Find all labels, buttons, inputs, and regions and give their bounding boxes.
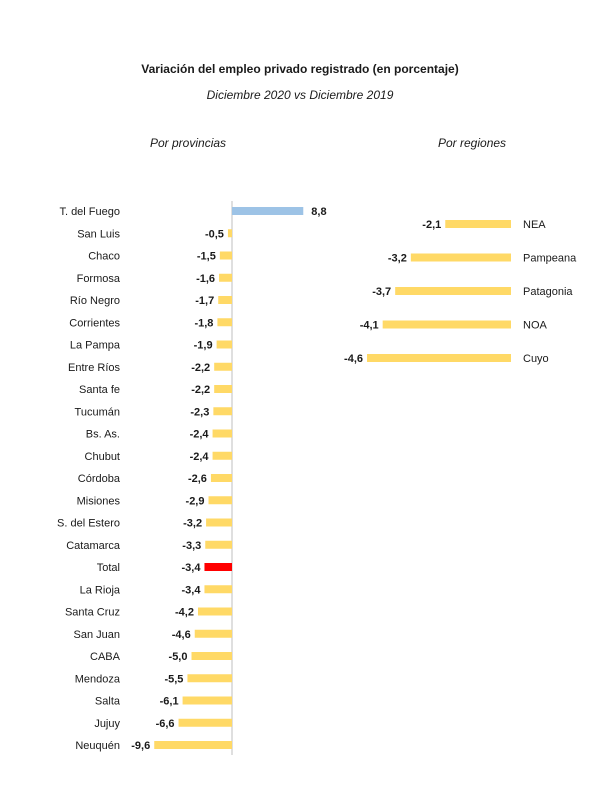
- region-bar: [367, 354, 511, 362]
- province-label: Jujuy: [94, 718, 120, 730]
- province-bar: [197, 607, 232, 616]
- province-label: La Rioja: [80, 584, 121, 596]
- regions-bar-chart: NEA -2,1 Pampeana -3,2 Patagonia -3,7 NOA -4,1 C…: [344, 219, 577, 365]
- province-value-label: -4,6: [172, 629, 191, 641]
- province-value-label: 8,8: [311, 206, 326, 218]
- province-label: Corrientes: [69, 317, 120, 329]
- province-label: Tucumán: [75, 406, 120, 418]
- province-bar: [214, 385, 232, 393]
- province-value-label: -5,0: [169, 651, 188, 663]
- province-bar: [154, 741, 232, 749]
- province-bar: [218, 296, 232, 304]
- province-label: San Luis: [77, 228, 120, 240]
- province-label: Santa Cruz: [65, 607, 120, 619]
- provinces-bar-chart: T. del Fuego 8,8 San Luis -0,5 Chaco -1,5 Form…: [57, 201, 327, 755]
- region-bar: [410, 253, 511, 262]
- province-bar: [217, 318, 232, 327]
- province-label: San Juan: [74, 629, 120, 641]
- province-bar: [212, 429, 232, 438]
- province-bar: [216, 340, 232, 349]
- province-bar: [187, 674, 232, 683]
- region-value-label: -4,1: [360, 320, 379, 332]
- province-value-label: -1,7: [195, 295, 214, 307]
- province-bar: [191, 652, 232, 660]
- province-value-label: -2,3: [190, 406, 209, 418]
- region-value-label: -2,1: [422, 219, 441, 231]
- province-value-label: -2,4: [190, 429, 210, 441]
- province-bar: [205, 540, 232, 549]
- region-label: Patagonia: [523, 286, 573, 298]
- region-label: NOA: [523, 320, 548, 332]
- region-bar: [395, 287, 511, 295]
- province-label: T. del Fuego: [59, 206, 120, 218]
- province-label: La Pampa: [70, 340, 121, 352]
- province-label: CABA: [90, 651, 121, 663]
- chart-subtitle: Diciembre 2020 vs Diciembre 2019: [206, 88, 394, 102]
- province-label: Catamarca: [66, 540, 121, 552]
- province-bar: [194, 629, 232, 638]
- province-value-label: -1,9: [194, 340, 213, 352]
- province-value-label: -2,6: [188, 473, 207, 485]
- province-value-label: -6,6: [156, 718, 175, 730]
- region-value-label: -3,2: [388, 253, 407, 265]
- province-bar: [227, 229, 232, 238]
- province-bar: [204, 563, 232, 571]
- province-bar: [204, 585, 232, 594]
- province-value-label: -3,2: [183, 518, 202, 530]
- province-value-label: -2,2: [191, 384, 210, 396]
- province-bar: [219, 273, 232, 282]
- province-bar: [213, 407, 232, 416]
- province-value-label: -2,2: [191, 362, 210, 374]
- province-bar: [206, 518, 232, 527]
- province-bar: [178, 718, 232, 727]
- province-label: Córdoba: [78, 473, 121, 485]
- province-value-label: -2,4: [190, 451, 210, 463]
- province-label: Santa fe: [79, 384, 120, 396]
- province-value-label: -2,9: [186, 495, 205, 507]
- province-label: Formosa: [77, 273, 121, 285]
- chart-title: Variación del empleo privado registrado …: [141, 62, 459, 76]
- region-value-label: -3,7: [372, 286, 391, 298]
- province-value-label: -1,8: [194, 317, 213, 329]
- province-label: S. del Estero: [57, 518, 120, 530]
- province-label: Chubut: [85, 451, 120, 463]
- province-value-label: -9,6: [131, 740, 150, 752]
- province-bar: [210, 474, 232, 482]
- province-bar: [232, 207, 304, 215]
- province-value-label: -6,1: [160, 696, 179, 708]
- province-bar: [219, 251, 232, 260]
- province-value-label: -1,6: [196, 273, 215, 285]
- province-label: Total: [97, 562, 120, 574]
- province-label: Entre Ríos: [68, 362, 120, 374]
- province-value-label: -4,2: [175, 607, 194, 619]
- region-bar: [382, 320, 511, 329]
- province-value-label: -3,4: [181, 584, 201, 596]
- province-bar: [208, 496, 232, 505]
- provinces-panel-title: Por provincias: [150, 136, 227, 150]
- region-label: Cuyo: [523, 353, 549, 365]
- province-value-label: -5,5: [164, 673, 183, 685]
- province-bar: [182, 696, 232, 705]
- province-value-label: -3,3: [182, 540, 201, 552]
- region-value-label: -4,6: [344, 353, 363, 365]
- province-value-label: -3,4: [181, 562, 201, 574]
- region-bar: [445, 220, 511, 228]
- province-value-label: -0,5: [205, 228, 224, 240]
- province-label: Bs. As.: [86, 429, 120, 441]
- province-bar: [212, 451, 232, 460]
- province-label: Río Negro: [70, 295, 120, 307]
- province-bar: [214, 362, 232, 371]
- province-label: Mendoza: [75, 673, 121, 685]
- province-label: Chaco: [88, 251, 120, 263]
- province-value-label: -1,5: [197, 251, 216, 263]
- province-label: Misiones: [77, 495, 121, 507]
- region-label: Pampeana: [523, 253, 577, 265]
- province-label: Neuquén: [75, 740, 120, 752]
- region-label: NEA: [523, 219, 546, 231]
- regions-panel-title: Por regiones: [438, 136, 507, 150]
- province-label: Salta: [95, 696, 121, 708]
